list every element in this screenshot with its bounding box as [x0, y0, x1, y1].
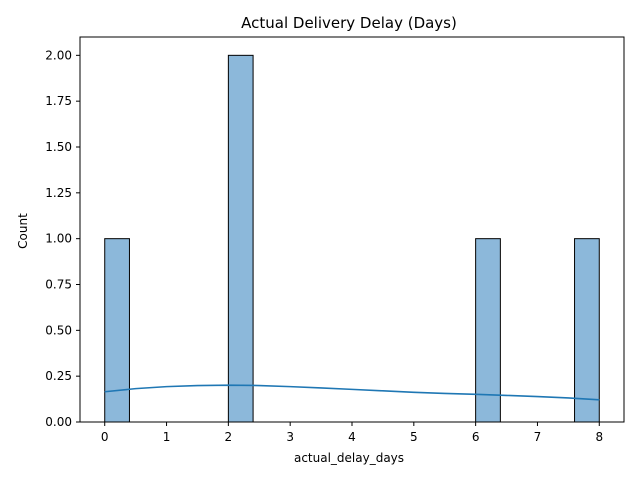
bars-layer	[104, 54, 600, 423]
plot-frame	[79, 36, 625, 423]
y-tick-label: 1.75	[45, 94, 72, 108]
x-tick-label: 1	[163, 430, 171, 444]
y-tick-label: 0.75	[45, 278, 72, 292]
y-tick-label: 1.50	[45, 140, 72, 154]
x-tick-label: 6	[472, 430, 480, 444]
x-tick-label: 5	[410, 430, 418, 444]
y-tick-label: 0.00	[45, 415, 72, 429]
y-axis-ticks: 0.00 0.25 0.50 0.75 1.00 1.25 1.50 1.75 2.00	[45, 48, 80, 429]
kde-curve	[104, 384, 600, 401]
x-tick-label: 8	[595, 430, 603, 444]
x-tick-label: 4	[348, 430, 356, 444]
y-tick-label: 1.00	[45, 232, 72, 246]
x-axis-label: actual_delay_days	[294, 451, 404, 465]
y-tick-label: 1.25	[45, 186, 72, 200]
x-axis-ticks: 0 1 2 3 4 5 6 7 8	[101, 422, 603, 444]
y-tick-label: 0.50	[45, 323, 72, 337]
histogram-bar-1	[227, 54, 254, 423]
y-tick-label: 0.25	[45, 369, 72, 383]
histogram-bar-2	[475, 238, 501, 423]
histogram-bar-0	[104, 238, 130, 423]
x-tick-label: 3	[286, 430, 294, 444]
y-tick-label: 2.00	[45, 48, 72, 62]
axes-layer	[79, 36, 625, 423]
x-tick-label: 2	[225, 430, 233, 444]
x-tick-label: 0	[101, 430, 109, 444]
x-tick-label: 7	[534, 430, 542, 444]
y-axis-label: Count	[16, 213, 30, 249]
histogram-bar-3	[574, 238, 600, 423]
chart-title: Actual Delivery Delay (Days)	[241, 14, 457, 32]
